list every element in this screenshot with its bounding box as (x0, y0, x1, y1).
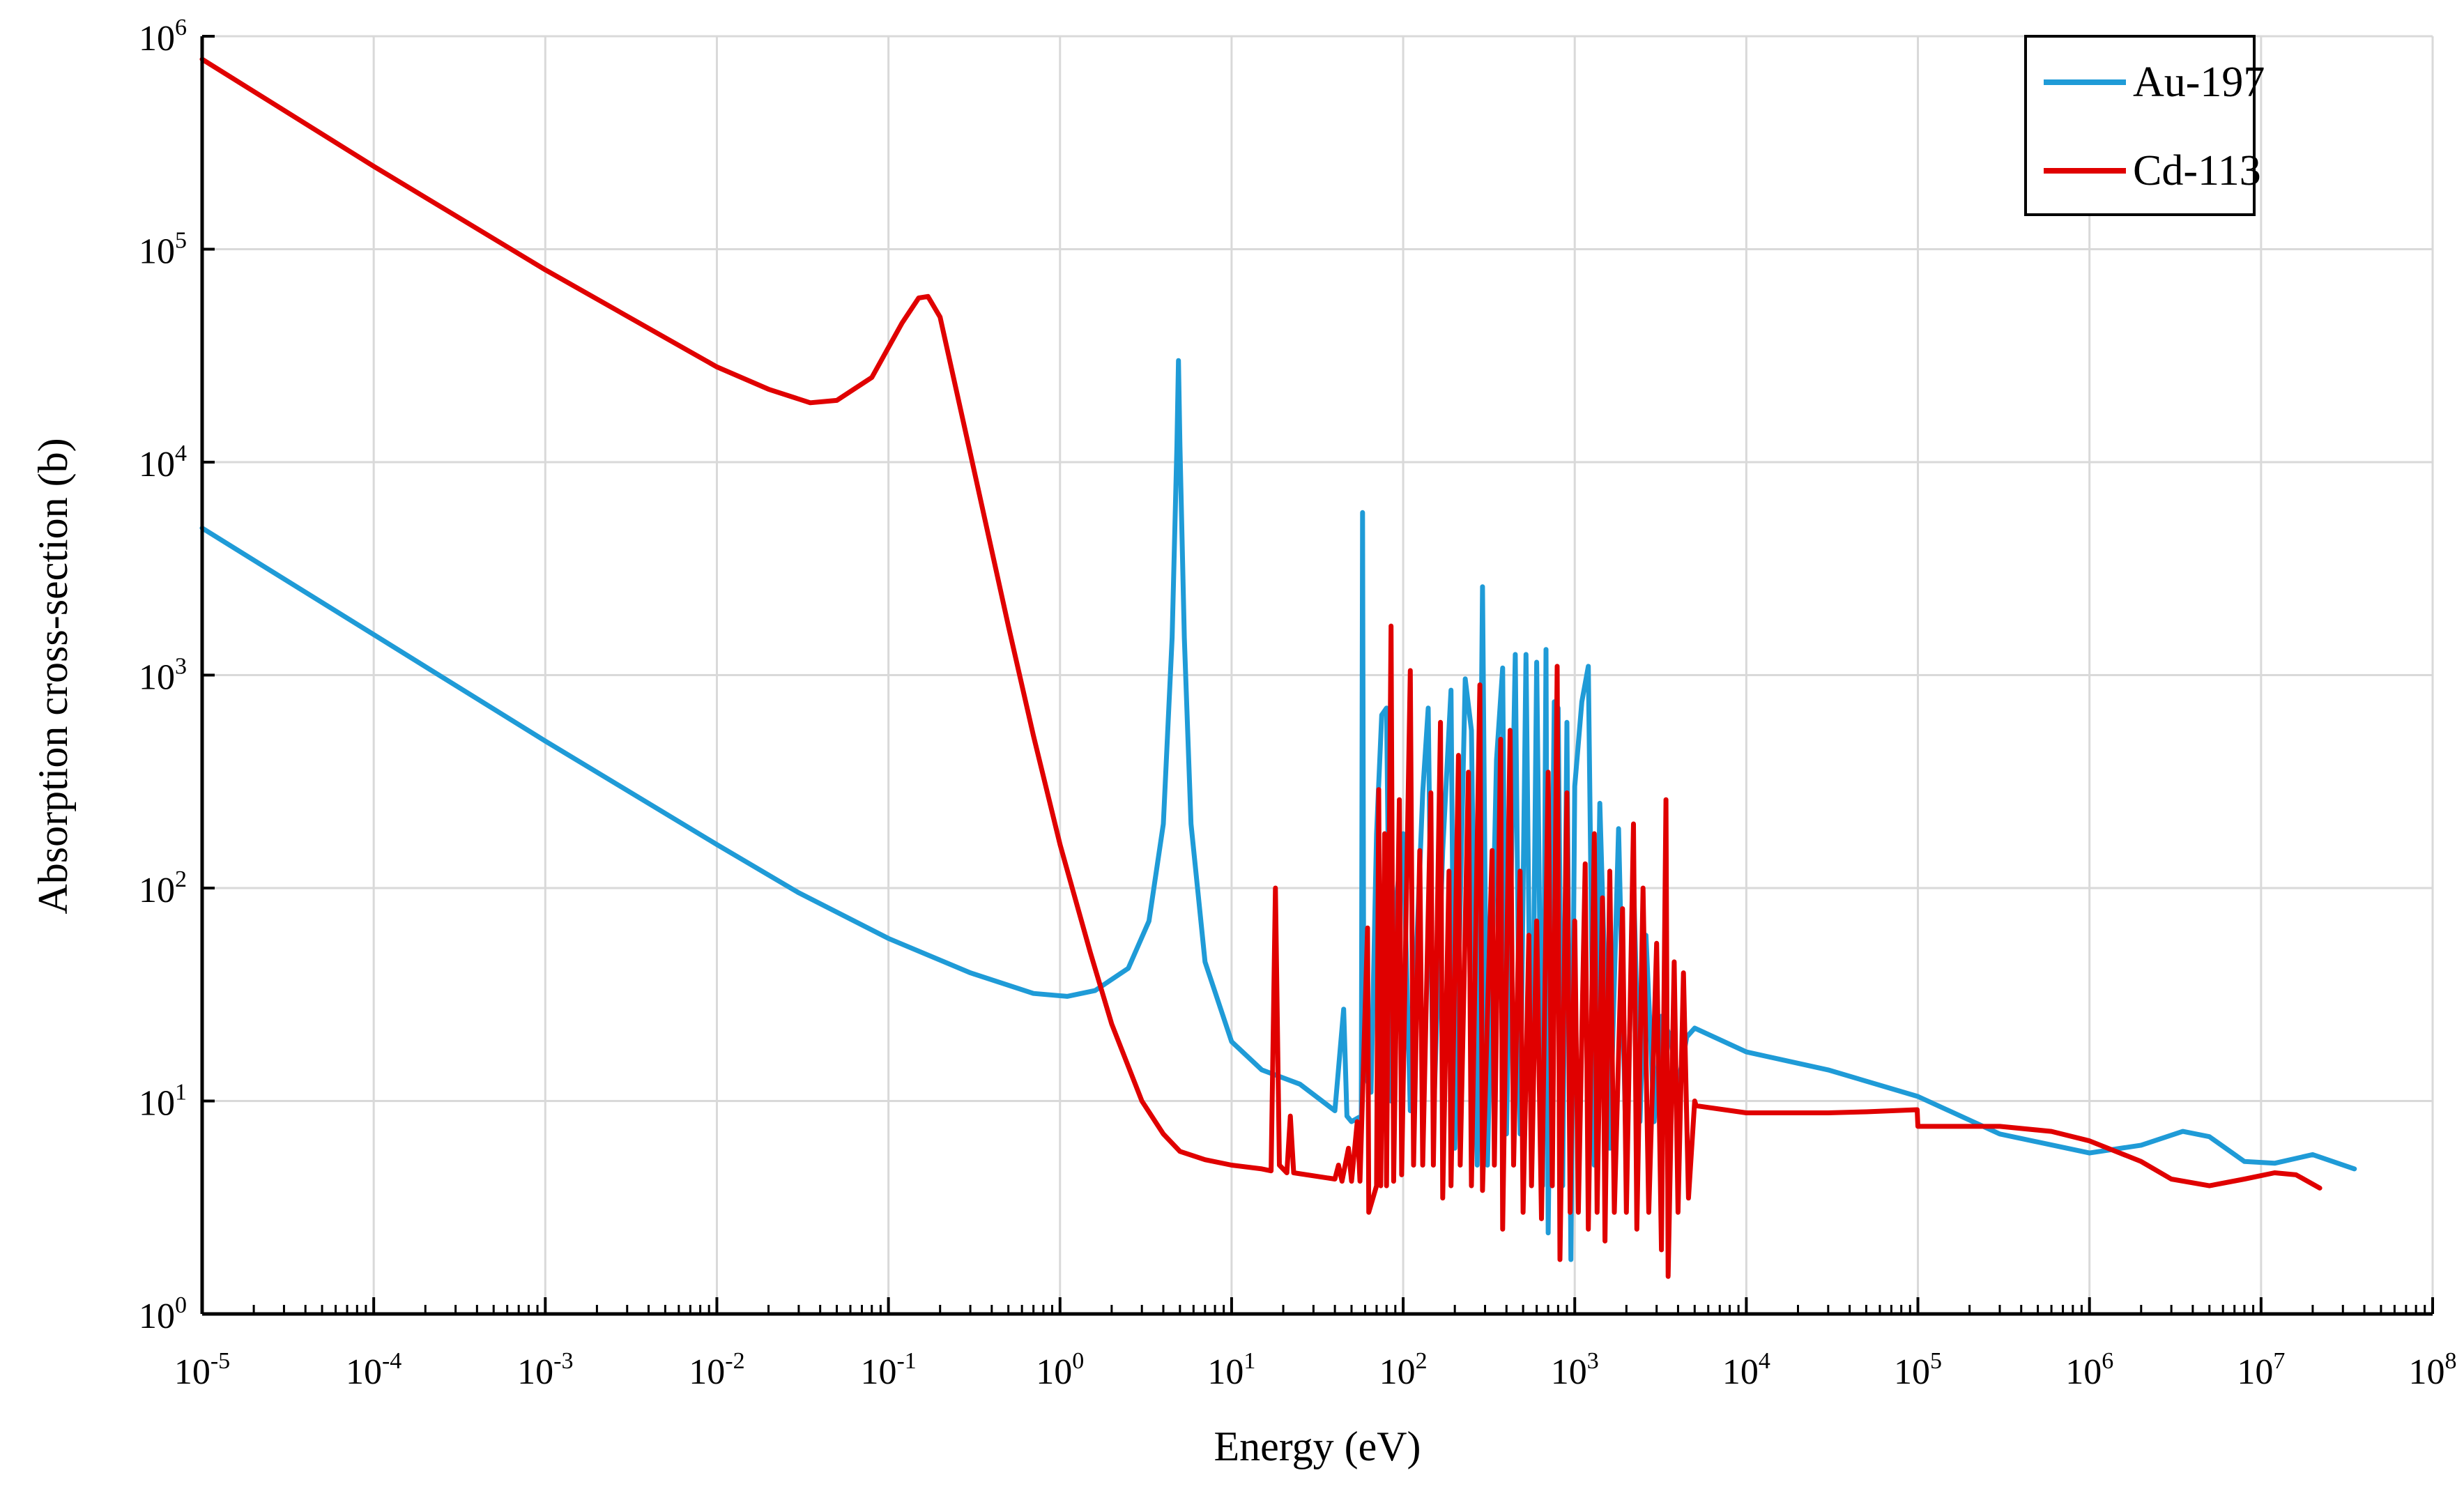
ticks (201, 35, 2434, 1315)
x-tick-label: 10-2 (689, 1348, 744, 1392)
x-tick-label: 106 (2065, 1348, 2113, 1392)
x-tick-label: 10-3 (517, 1348, 573, 1392)
x-tick-label: 104 (1722, 1348, 1770, 1392)
x-tick-label: 102 (1379, 1348, 1428, 1392)
y-axis-title: Absorption cross-section (b) (30, 438, 76, 914)
y-tick-label: 106 (139, 15, 187, 59)
x-tick-label: 100 (1036, 1348, 1084, 1392)
legend-label-au-197: Au-197 (2133, 59, 2265, 106)
x-tick-label: 107 (2237, 1348, 2285, 1392)
x-tick-label: 105 (1894, 1348, 1942, 1392)
legend-label-cd-113: Cd-113 (2133, 147, 2261, 194)
legend: Au-197 Cd-113 (2024, 35, 2265, 216)
x-tick-label: 108 (2409, 1348, 2457, 1392)
y-tick-label: 104 (139, 441, 187, 484)
legend-box (2024, 35, 2256, 216)
y-tick-label: 100 (139, 1292, 187, 1336)
tick-labels: 10-5 10-4 10-3 10-2 10-1 100 101 102 103 104 105 10… (139, 15, 2457, 1392)
y-tick-label: 105 (139, 228, 187, 272)
series-line-cd-113 (199, 56, 2323, 1279)
x-tick-label: 103 (1551, 1348, 1599, 1392)
series-layer (199, 56, 2357, 1279)
y-tick-label: 103 (139, 654, 187, 698)
x-tick-label: 101 (1207, 1348, 1255, 1392)
x-tick-label: 10-4 (346, 1348, 401, 1392)
x-tick-label: 10-5 (174, 1348, 230, 1392)
y-tick-label: 101 (139, 1080, 187, 1124)
x-tick-label: 10-1 (860, 1348, 916, 1392)
y-tick-label: 102 (139, 866, 187, 910)
x-axis-title: Energy (eV) (1214, 1423, 1421, 1469)
